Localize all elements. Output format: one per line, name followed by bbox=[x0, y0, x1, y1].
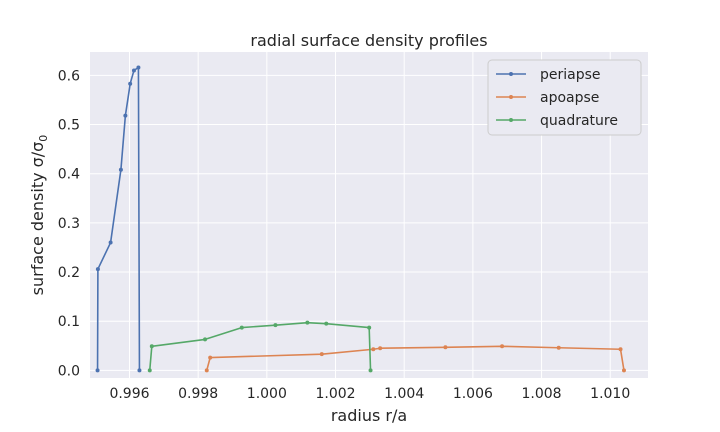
series-quadrature bbox=[147, 320, 373, 373]
data-point bbox=[621, 368, 626, 373]
x-tick-label: 1.004 bbox=[384, 386, 424, 402]
data-point bbox=[147, 368, 152, 373]
data-point bbox=[556, 345, 561, 350]
data-point bbox=[208, 355, 213, 360]
legend-item-apoapse: apoapse bbox=[496, 90, 599, 106]
data-point bbox=[95, 368, 100, 373]
data-point bbox=[273, 323, 278, 328]
legend-marker bbox=[509, 118, 513, 122]
x-tick-label: 0.996 bbox=[109, 386, 149, 402]
data-series bbox=[95, 65, 626, 373]
x-tick-label: 1.008 bbox=[522, 386, 562, 402]
legend: periapse apoapse quadrature bbox=[487, 59, 642, 136]
data-point bbox=[118, 167, 123, 172]
legend-label: quadrature bbox=[540, 113, 618, 129]
data-point bbox=[305, 320, 310, 325]
data-point bbox=[95, 267, 100, 272]
y-tick-label: 0.0 bbox=[58, 363, 80, 379]
y-tick-label: 0.5 bbox=[58, 118, 80, 134]
data-point bbox=[368, 368, 373, 373]
data-point bbox=[378, 346, 383, 351]
data-point bbox=[500, 344, 505, 349]
data-point bbox=[618, 347, 623, 352]
series-line-apoapse bbox=[205, 345, 625, 371]
y-axis-label-subscript: 0 bbox=[37, 135, 50, 142]
x-tick-label: 1.000 bbox=[247, 386, 287, 402]
legend-box bbox=[487, 59, 642, 136]
data-point bbox=[137, 368, 142, 373]
y-tick-label: 0.1 bbox=[58, 314, 80, 330]
y-tick-label: 0.2 bbox=[58, 265, 80, 281]
legend-item-periapse: periapse bbox=[496, 67, 601, 83]
legend-label: periapse bbox=[540, 67, 601, 83]
legend-marker bbox=[509, 95, 513, 99]
data-point bbox=[319, 352, 324, 357]
series-periapse bbox=[95, 65, 142, 373]
x-tick-label: 1.006 bbox=[453, 386, 493, 402]
data-point bbox=[128, 81, 133, 86]
x-axis-label: radius r/a bbox=[331, 406, 407, 425]
y-axis-label: surface density σ/σ0 bbox=[28, 135, 50, 296]
grid-lines bbox=[90, 52, 648, 378]
chart-title: radial surface density profiles bbox=[250, 31, 487, 50]
y-axis-label-main: surface density σ/σ bbox=[28, 142, 47, 296]
data-point bbox=[149, 344, 154, 349]
data-point bbox=[371, 347, 376, 352]
data-point bbox=[131, 68, 136, 73]
data-point bbox=[443, 345, 448, 350]
legend-label: apoapse bbox=[540, 90, 599, 106]
legend-item-quadrature: quadrature bbox=[496, 113, 618, 129]
legend-marker bbox=[509, 72, 513, 76]
series-apoapse bbox=[204, 344, 626, 373]
data-point bbox=[239, 325, 244, 330]
x-tick-label: 1.002 bbox=[315, 386, 355, 402]
x-tick-label: 0.998 bbox=[178, 386, 218, 402]
x-tick-label: 1.010 bbox=[590, 386, 630, 402]
data-point bbox=[204, 368, 209, 373]
y-tick-label: 0.3 bbox=[58, 216, 80, 232]
data-point bbox=[108, 240, 113, 245]
data-point bbox=[136, 65, 141, 70]
data-point bbox=[203, 337, 208, 342]
y-tick-label: 0.6 bbox=[58, 68, 80, 84]
tick-labels: 0.996 0.998 1.000 1.002 1.004 1.006 1.008 1.010… bbox=[58, 68, 631, 402]
data-point bbox=[324, 321, 329, 326]
data-point bbox=[123, 113, 128, 118]
data-point bbox=[367, 325, 372, 330]
y-tick-label: 0.4 bbox=[58, 167, 80, 183]
